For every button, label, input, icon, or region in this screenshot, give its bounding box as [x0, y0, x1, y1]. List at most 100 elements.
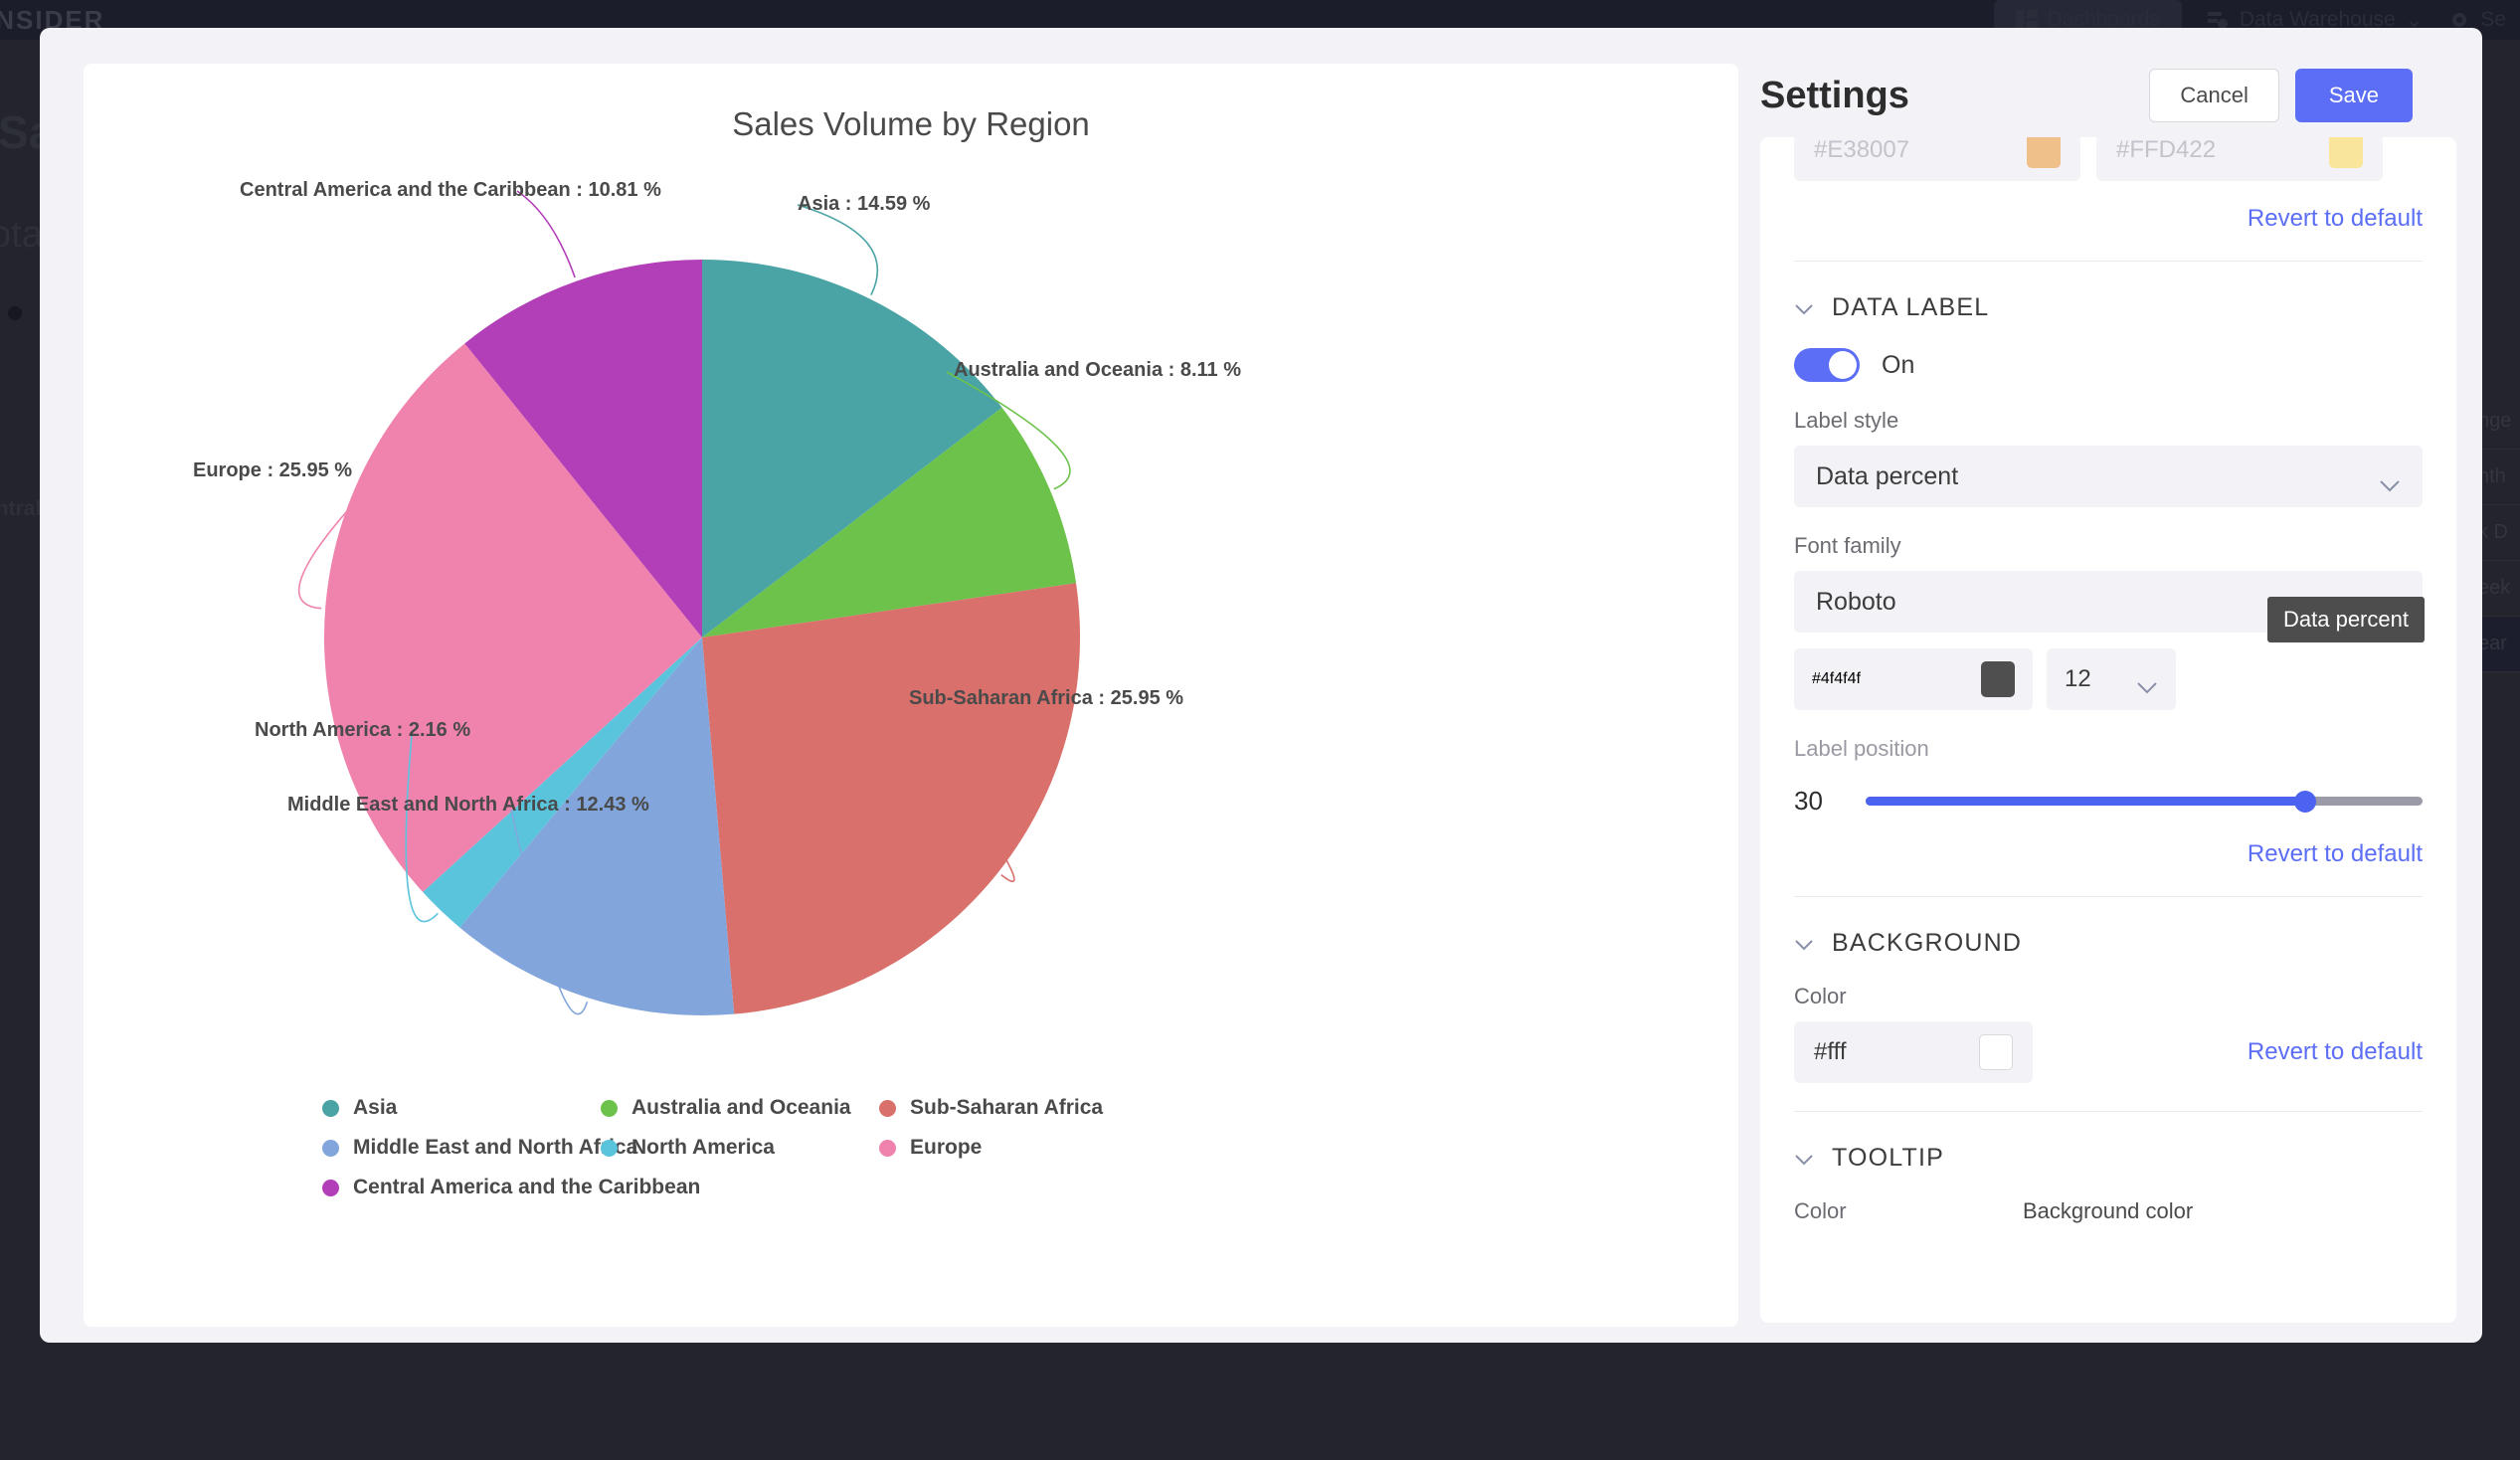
- leader-line: [516, 190, 576, 278]
- palette-color-row: #E38007 #FFD422: [1794, 137, 2423, 181]
- section-header-data-label[interactable]: DATA LABEL: [1794, 262, 2423, 322]
- legend-item-middle-east-and-north-africa[interactable]: Middle East and North Africa: [322, 1128, 637, 1168]
- data-label-toggle[interactable]: [1794, 348, 1860, 382]
- legend-label: Sub-Saharan Africa: [910, 1096, 1104, 1119]
- pie-slice-middle-east-and-north-africa[interactable]: [459, 638, 735, 1016]
- data-label-toggle-row[interactable]: On: [1794, 348, 2423, 382]
- pie-chart[interactable]: Asia : 14.59 % Australia and Oceania : 8…: [84, 153, 1738, 1207]
- leader-line: [297, 472, 383, 610]
- legend-label: Central America and the Caribbean: [353, 1176, 701, 1198]
- font-color-value: #4f4f4f: [1812, 670, 1861, 687]
- legend-item-asia[interactable]: Asia: [322, 1088, 601, 1128]
- chevron-down-icon: [1794, 1153, 1814, 1165]
- font-family-value: Roboto: [1816, 587, 1896, 616]
- gear-icon: [2448, 10, 2470, 30]
- legend-item-europe[interactable]: Europe: [879, 1128, 1177, 1168]
- divider-3: [1794, 1111, 2423, 1112]
- palette-color-a-input[interactable]: #E38007: [1794, 137, 2080, 181]
- palette-color-b-input[interactable]: #FFD422: [2096, 137, 2383, 181]
- legend-color-dot: [601, 1099, 618, 1117]
- section-header-background[interactable]: BACKGROUND: [1794, 897, 2423, 958]
- section-title-data-label: DATA LABEL: [1832, 293, 1990, 321]
- settings-content-card: #E38007 #FFD422 Revert to default DATA: [1760, 137, 2456, 1323]
- pie-slice-australia-and-oceania[interactable]: [702, 407, 1077, 638]
- top-navigation-bar: INSIDER Dashboards Data Warehouse ⌄ Se: [0, 0, 2520, 40]
- legend-item-australia-and-oceania[interactable]: Australia and Oceania: [601, 1088, 879, 1128]
- label-style-label: Label style: [1794, 408, 1899, 433]
- pie-slice-north-america[interactable]: [423, 638, 702, 928]
- legend-label: North America: [631, 1136, 775, 1159]
- background-color-row: #fff Revert to default: [1794, 1021, 2423, 1083]
- bg-ghost-text-3: entral: [0, 497, 42, 520]
- bg-ghost-dot: [8, 306, 22, 320]
- pie-chart-svg[interactable]: [84, 153, 1738, 1207]
- label-position-slider-row[interactable]: 30: [1794, 786, 2423, 817]
- pie-slice-sub-saharan-africa[interactable]: [702, 583, 1080, 1014]
- label-position-slider-fill: [1866, 797, 2306, 806]
- divider-1: [1794, 261, 2423, 262]
- legend-label: Asia: [353, 1096, 398, 1119]
- palette-color-a-swatch[interactable]: [2027, 137, 2061, 168]
- legend-label: Middle East and North Africa: [353, 1136, 638, 1159]
- dashboard-grid-icon: [2015, 10, 2038, 30]
- leader-line: [900, 701, 1015, 882]
- pie-slice-central-america-and-the-caribbean[interactable]: [464, 260, 702, 638]
- save-button[interactable]: Save: [2294, 69, 2413, 122]
- chart-legend: Asia Australia and Oceania Sub-Saharan Afr…: [322, 1088, 1516, 1207]
- pie-slice-asia[interactable]: [702, 260, 1002, 638]
- toggle-knob: [1829, 351, 1857, 379]
- font-color-input[interactable]: #4f4f4f: [1794, 648, 2033, 710]
- settings-header: Settings Cancel Save: [1760, 28, 2456, 123]
- font-color-size-row: #4f4f4f 12: [1794, 648, 2423, 710]
- chevron-down-icon: ⌄: [2405, 8, 2424, 32]
- tooltip-popup: Data percent: [2267, 597, 2425, 642]
- palette-color-b-swatch[interactable]: [2329, 137, 2363, 168]
- legend-item-central-america-and-the-caribbean[interactable]: Central America and the Caribbean: [322, 1168, 700, 1207]
- pie-leader-lines: [297, 190, 1071, 1015]
- palette-color-b-value: #FFD422: [2116, 137, 2217, 163]
- palette-revert-to-default-link[interactable]: Revert to default: [2247, 205, 2423, 232]
- nav-label-dashboards: Dashboards: [2047, 8, 2160, 31]
- label-position-value: 30: [1794, 786, 1823, 816]
- label-position-slider-knob[interactable]: [2294, 790, 2317, 813]
- label-position-slider-track[interactable]: [1866, 790, 2423, 813]
- legend-label: Europe: [910, 1136, 983, 1159]
- font-size-select[interactable]: 12: [2047, 648, 2176, 710]
- pie-label-middle-east-and-north-africa: Middle East and North Africa : 12.43 %: [287, 794, 649, 816]
- data-label-revert-to-default-link[interactable]: Revert to default: [2247, 840, 2423, 867]
- nav-item-settings[interactable]: Se: [2448, 8, 2506, 32]
- leader-line: [405, 734, 439, 923]
- background-color-input[interactable]: #fff: [1794, 1021, 2033, 1083]
- nav-label-settings: Se: [2480, 8, 2506, 31]
- bg-right-row-2: nth: [2474, 450, 2520, 505]
- background-revert-to-default-link[interactable]: Revert to default: [2247, 1038, 2423, 1065]
- legend-label: Australia and Oceania: [631, 1096, 851, 1119]
- legend-color-dot: [322, 1139, 339, 1157]
- chevron-down-icon: [1794, 302, 1814, 314]
- leader-line: [797, 204, 879, 295]
- settings-panel: Settings Cancel Save #E38007 #FFD422: [1760, 28, 2456, 1343]
- leader-line: [946, 371, 1071, 490]
- pie-label-north-america: North America : 2.16 %: [255, 719, 471, 741]
- label-style-select[interactable]: Data percent: [1794, 446, 2423, 507]
- chart-preview-card: Sales Volume by Region Asia : 14.59 % Au…: [84, 64, 1738, 1327]
- nav-item-data-warehouse[interactable]: Data Warehouse ⌄: [2207, 8, 2424, 33]
- section-header-tooltip[interactable]: TOOLTIP: [1794, 1112, 2423, 1173]
- legend-item-sub-saharan-africa[interactable]: Sub-Saharan Africa: [879, 1088, 1177, 1128]
- bg-right-row-1: nge: [2474, 394, 2520, 450]
- bg-right-row-3: k D: [2474, 505, 2520, 561]
- font-color-swatch[interactable]: [1981, 661, 2015, 697]
- label-position-label: Label position: [1794, 736, 1929, 761]
- pie-slices[interactable]: [324, 260, 1080, 1016]
- background-left-strip: Sale otal entral: [0, 60, 92, 1460]
- legend-color-dot: [601, 1139, 618, 1157]
- background-color-swatch[interactable]: [1979, 1034, 2013, 1070]
- cancel-button[interactable]: Cancel: [2149, 69, 2279, 122]
- data-label-toggle-state: On: [1882, 350, 1915, 379]
- pie-slice-europe[interactable]: [324, 343, 702, 892]
- chevron-down-icon: [1794, 938, 1814, 950]
- legend-item-north-america[interactable]: North America: [601, 1128, 879, 1168]
- background-color-value: #fff: [1814, 1038, 1847, 1065]
- label-style-value: Data percent: [1816, 461, 1959, 490]
- legend-color-dot: [322, 1179, 339, 1196]
